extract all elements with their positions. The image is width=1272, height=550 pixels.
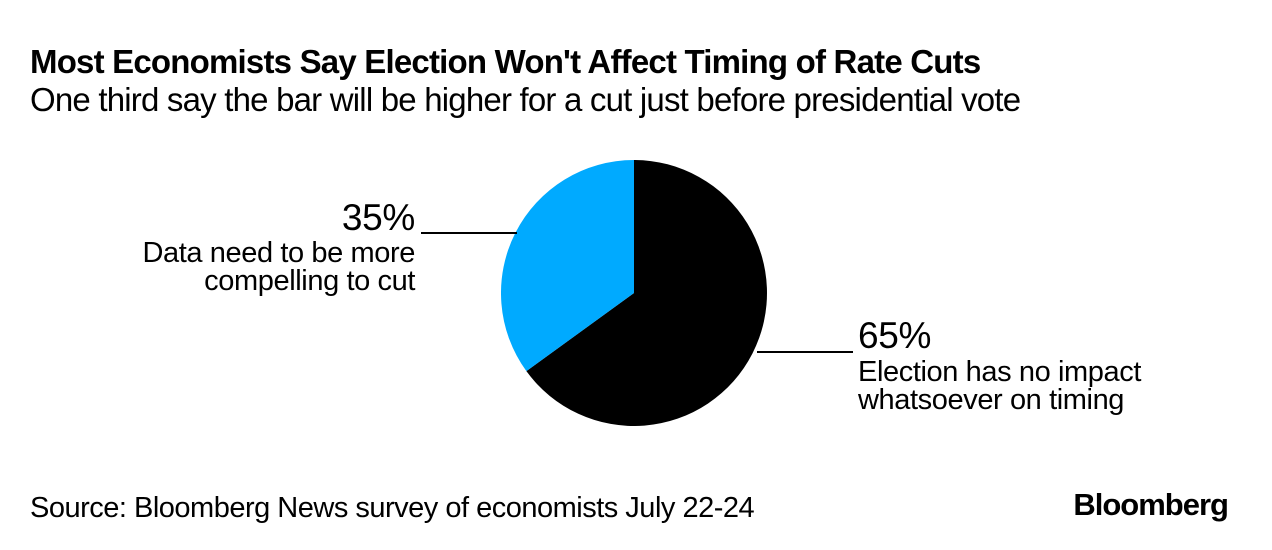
bloomberg-logo: Bloomberg <box>1073 487 1229 522</box>
pie-chart <box>500 160 767 426</box>
slice-value-black: 65% <box>858 315 932 356</box>
slice-value-blue: 35% <box>341 197 415 238</box>
callout-line-right <box>757 351 853 353</box>
pie-slice-1 <box>500 160 634 372</box>
chart-title: Most Economists Say Election Won't Affec… <box>30 43 981 80</box>
slice-label-blue-line2: compelling to cut <box>204 265 415 297</box>
slice-label-black-line1: Election has no impact <box>858 356 1141 388</box>
slice-label-black: Election has no impact whatsoever on tim… <box>858 356 1141 416</box>
slice-label-blue-line1: Data need to be more <box>142 237 415 269</box>
slice-label-black-line2: whatsoever on timing <box>858 384 1125 416</box>
source-note: Source: Bloomberg News survey of economi… <box>30 492 755 524</box>
slice-label-blue: Data need to be more compelling to cut <box>140 237 415 297</box>
pie-chart-area <box>500 160 767 426</box>
pie-slice-0 <box>526 160 767 426</box>
chart-subtitle: One third say the bar will be higher for… <box>30 81 1021 118</box>
callout-line-left <box>421 232 517 234</box>
